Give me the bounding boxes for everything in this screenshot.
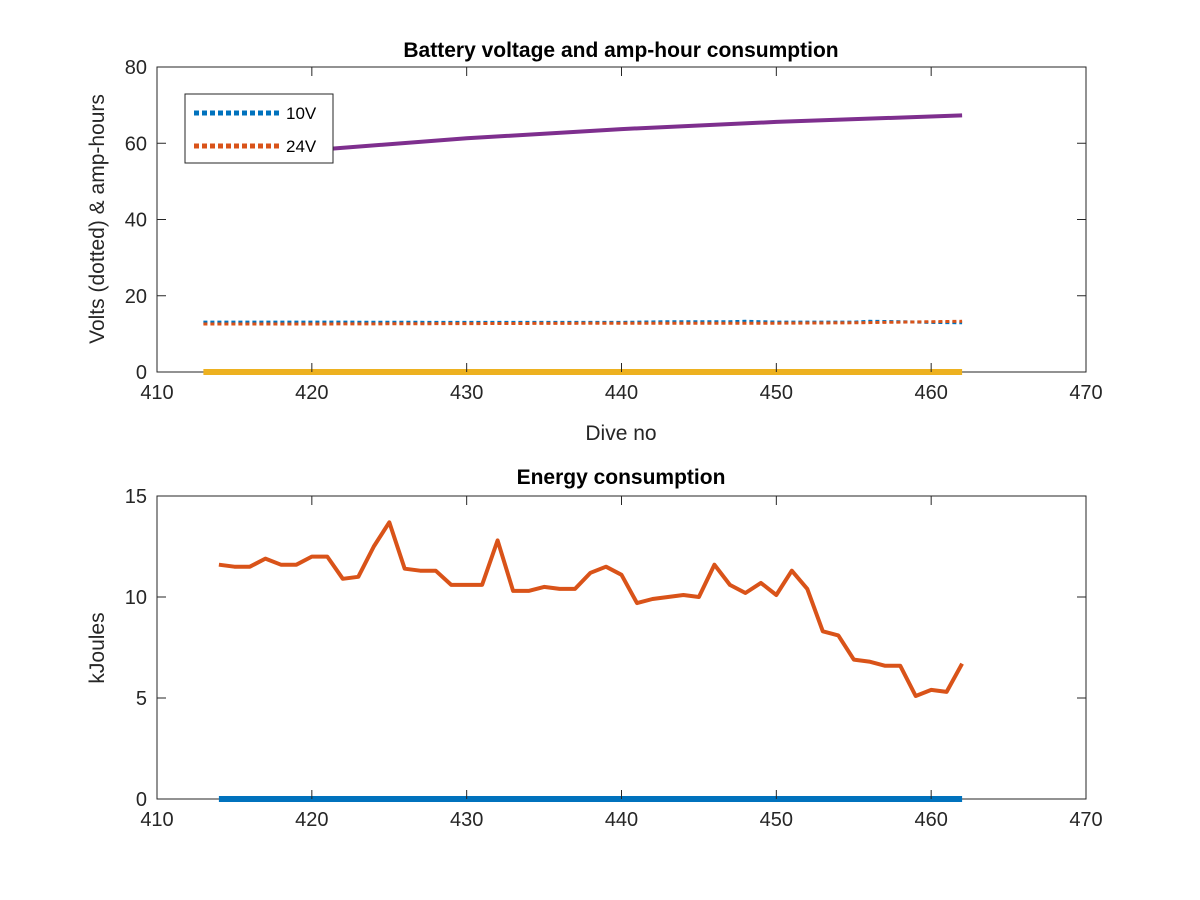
legend-entry-24v: 24V <box>286 137 317 156</box>
voltage-chart-x-axis-label: Dive no <box>585 422 656 445</box>
energy-chart-x-tick-label: 470 <box>1069 809 1102 831</box>
voltage-chart-series-line-2 <box>327 113 963 151</box>
legend-entry-10v: 10V <box>286 104 317 123</box>
voltage-chart-series <box>203 113 963 375</box>
voltage-chart-x-tick-label: 410 <box>140 382 173 404</box>
legend: 10V 24V <box>184 93 334 164</box>
energy-chart-x-tick-label: 430 <box>450 809 483 831</box>
voltage-chart-x-tick-label: 440 <box>605 382 638 404</box>
voltage-chart-y-tick-label: 80 <box>125 57 147 79</box>
energy-chart-x-tick-label: 420 <box>295 809 328 831</box>
energy-chart-y-axis-label: kJoules <box>86 612 109 683</box>
voltage-chart-y-tick-label: 20 <box>125 286 147 308</box>
voltage-chart-x-tick-label: 460 <box>914 382 947 404</box>
energy-chart-x-tick-label: 440 <box>605 809 638 831</box>
voltage-chart-x-tick-label: 450 <box>760 382 793 404</box>
voltage-chart-ticks: 410 420 430 440 450 460 470 0 20 40 60 80 <box>125 57 1103 404</box>
energy-chart-series-line-0 <box>218 520 964 698</box>
energy-chart-title: Energy consumption <box>517 466 726 489</box>
voltage-chart-y-axis-label: Volts (dotted) & amp-hours <box>86 94 109 344</box>
voltage-chart-series-24v <box>203 319 963 326</box>
energy-chart: 410 420 430 440 450 460 470 0 5 10 15 Energy consu… <box>86 466 1103 831</box>
energy-chart-y-tick-label: 10 <box>125 587 147 609</box>
voltage-chart-y-tick-label: 40 <box>125 210 147 232</box>
energy-chart-y-tick-label: 5 <box>136 688 147 710</box>
voltage-chart: 410 420 430 440 450 460 470 0 20 40 60 80 Battery v… <box>86 39 1103 445</box>
legend-box <box>184 93 334 164</box>
voltage-chart-x-tick-label: 420 <box>295 382 328 404</box>
energy-chart-y-tick-label: 15 <box>125 486 147 508</box>
voltage-chart-y-tick-label: 60 <box>125 133 147 155</box>
voltage-chart-title: Battery voltage and amp-hour consumption <box>403 39 838 62</box>
energy-chart-x-tick-label: 450 <box>760 809 793 831</box>
energy-chart-series <box>218 520 964 802</box>
voltage-chart-x-tick-label: 470 <box>1069 382 1102 404</box>
energy-chart-y-tick-label: 0 <box>136 789 147 811</box>
energy-chart-x-tick-label: 410 <box>140 809 173 831</box>
energy-chart-ticks: 410 420 430 440 450 460 470 0 5 10 15 <box>125 486 1103 831</box>
voltage-chart-y-tick-label: 0 <box>136 362 147 384</box>
voltage-chart-x-tick-label: 430 <box>450 382 483 404</box>
energy-chart-x-tick-label: 460 <box>914 809 947 831</box>
